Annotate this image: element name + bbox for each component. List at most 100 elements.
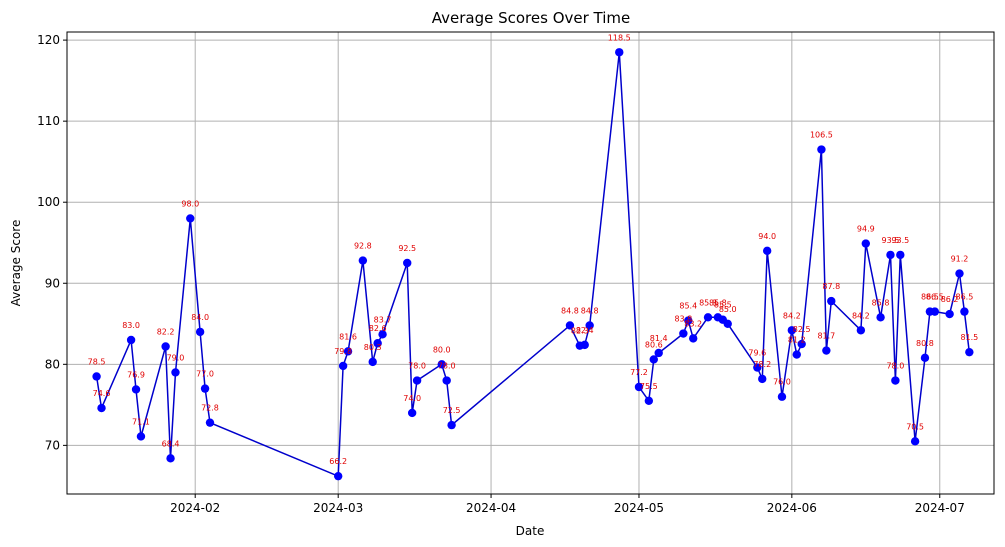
data-label: 70.5 [906,422,924,431]
data-label: 84.2 [852,311,870,320]
data-label: 84.0 [191,313,209,322]
data-point [920,353,930,363]
data-label: 86.5 [956,293,974,302]
data-point [945,309,954,319]
data-point [891,376,900,385]
data-label: 92.8 [354,242,372,251]
data-label: 92.5 [398,244,416,253]
data-point [649,355,658,364]
data-point [358,256,368,265]
data-label: 78.0 [408,362,426,371]
data-label: 79.6 [748,349,766,358]
data-label: 82.6 [369,324,387,333]
data-point [126,335,136,345]
data-point [777,392,787,401]
data-label: 94.0 [758,232,776,241]
data-label: 94.9 [857,225,875,234]
data-point [131,385,141,394]
y-tick-label: 80 [45,357,60,371]
y-axis-label: Average Score [9,220,23,307]
data-point [792,350,801,359]
data-point [333,471,343,481]
data-label: 118.5 [608,33,631,42]
y-tick-label: 90 [45,276,60,290]
data-label: 85.5 [714,301,732,310]
y-axis-ticks: 70 80 90 100 110 120 [37,33,67,452]
data-point [403,258,412,268]
data-point [822,346,831,355]
data-label: 78.2 [753,360,771,369]
data-point [644,396,654,405]
data-label: 82.2 [157,327,175,336]
data-label: 82.3 [571,327,589,336]
data-label: 82.5 [793,325,811,334]
data-point [92,372,101,381]
x-tick-label: 2024-06 [767,501,817,515]
data-point [166,454,175,463]
data-point [896,250,905,260]
data-label: 93.5 [891,236,909,245]
data-point [378,330,387,339]
data-label: 78.5 [88,357,106,366]
data-label: 80.3 [364,343,382,352]
data-label: 84.2 [783,311,801,320]
x-tick-label: 2024-05 [614,501,664,515]
data-label: 106.5 [810,131,833,140]
plot-frame [66,31,995,495]
data-label: 85.4 [679,302,697,311]
data-label: 81.7 [817,332,835,341]
data-label: 86.5 [926,293,944,302]
data-point [955,269,964,278]
data-label: 75.5 [640,382,658,391]
data-point [585,321,594,330]
data-label: 85.8 [699,298,717,307]
data-point [615,48,624,57]
data-label: 71.1 [132,417,150,426]
data-label: 85.8 [709,298,727,307]
data-point [200,384,210,393]
data-point [861,239,870,248]
x-tick-label: 2024-03 [313,501,363,515]
data-point [634,382,644,392]
data-label: 77.0 [196,370,214,379]
data-label: 66.2 [329,457,347,466]
data-point [817,145,826,154]
data-point [97,403,106,413]
data-label: 81.4 [650,334,668,343]
data-label: 77.2 [630,368,648,377]
x-axis-label: Date [516,524,545,538]
data-point [723,319,732,328]
data-point [960,307,969,316]
data-label: 78.0 [886,362,904,371]
data-label: 74.0 [403,394,421,403]
data-label: 86.2 [941,295,959,304]
data-point [186,214,195,223]
data-label: 84.8 [561,306,579,315]
data-label: 86.5 [921,293,939,302]
data-label: 68.4 [162,439,180,448]
data-label: 83.0 [122,321,140,330]
chart-title: Average Scores Over Time [432,9,631,27]
data-label: 80.0 [433,345,451,354]
data-label: 82.4 [576,326,594,335]
data-point [679,329,688,338]
data-label: 87.8 [822,282,840,291]
x-tick-label: 2024-07 [915,501,965,515]
data-point [442,376,451,385]
data-label: 81.5 [960,333,978,342]
data-label: 83.7 [374,315,392,324]
data-point [827,296,836,306]
data-label: 91.2 [951,255,969,264]
x-tick-label: 2024-04 [466,501,516,515]
data-point [758,374,767,384]
data-point [195,327,205,337]
data-label: 72.5 [443,406,461,415]
data-label: 93.5 [882,236,900,245]
data-point [437,360,446,369]
data-label: 79.0 [167,353,185,362]
data-label: 79.8 [334,347,352,356]
data-label: 98.0 [181,199,199,208]
data-point [368,357,377,367]
data-point [373,339,382,348]
